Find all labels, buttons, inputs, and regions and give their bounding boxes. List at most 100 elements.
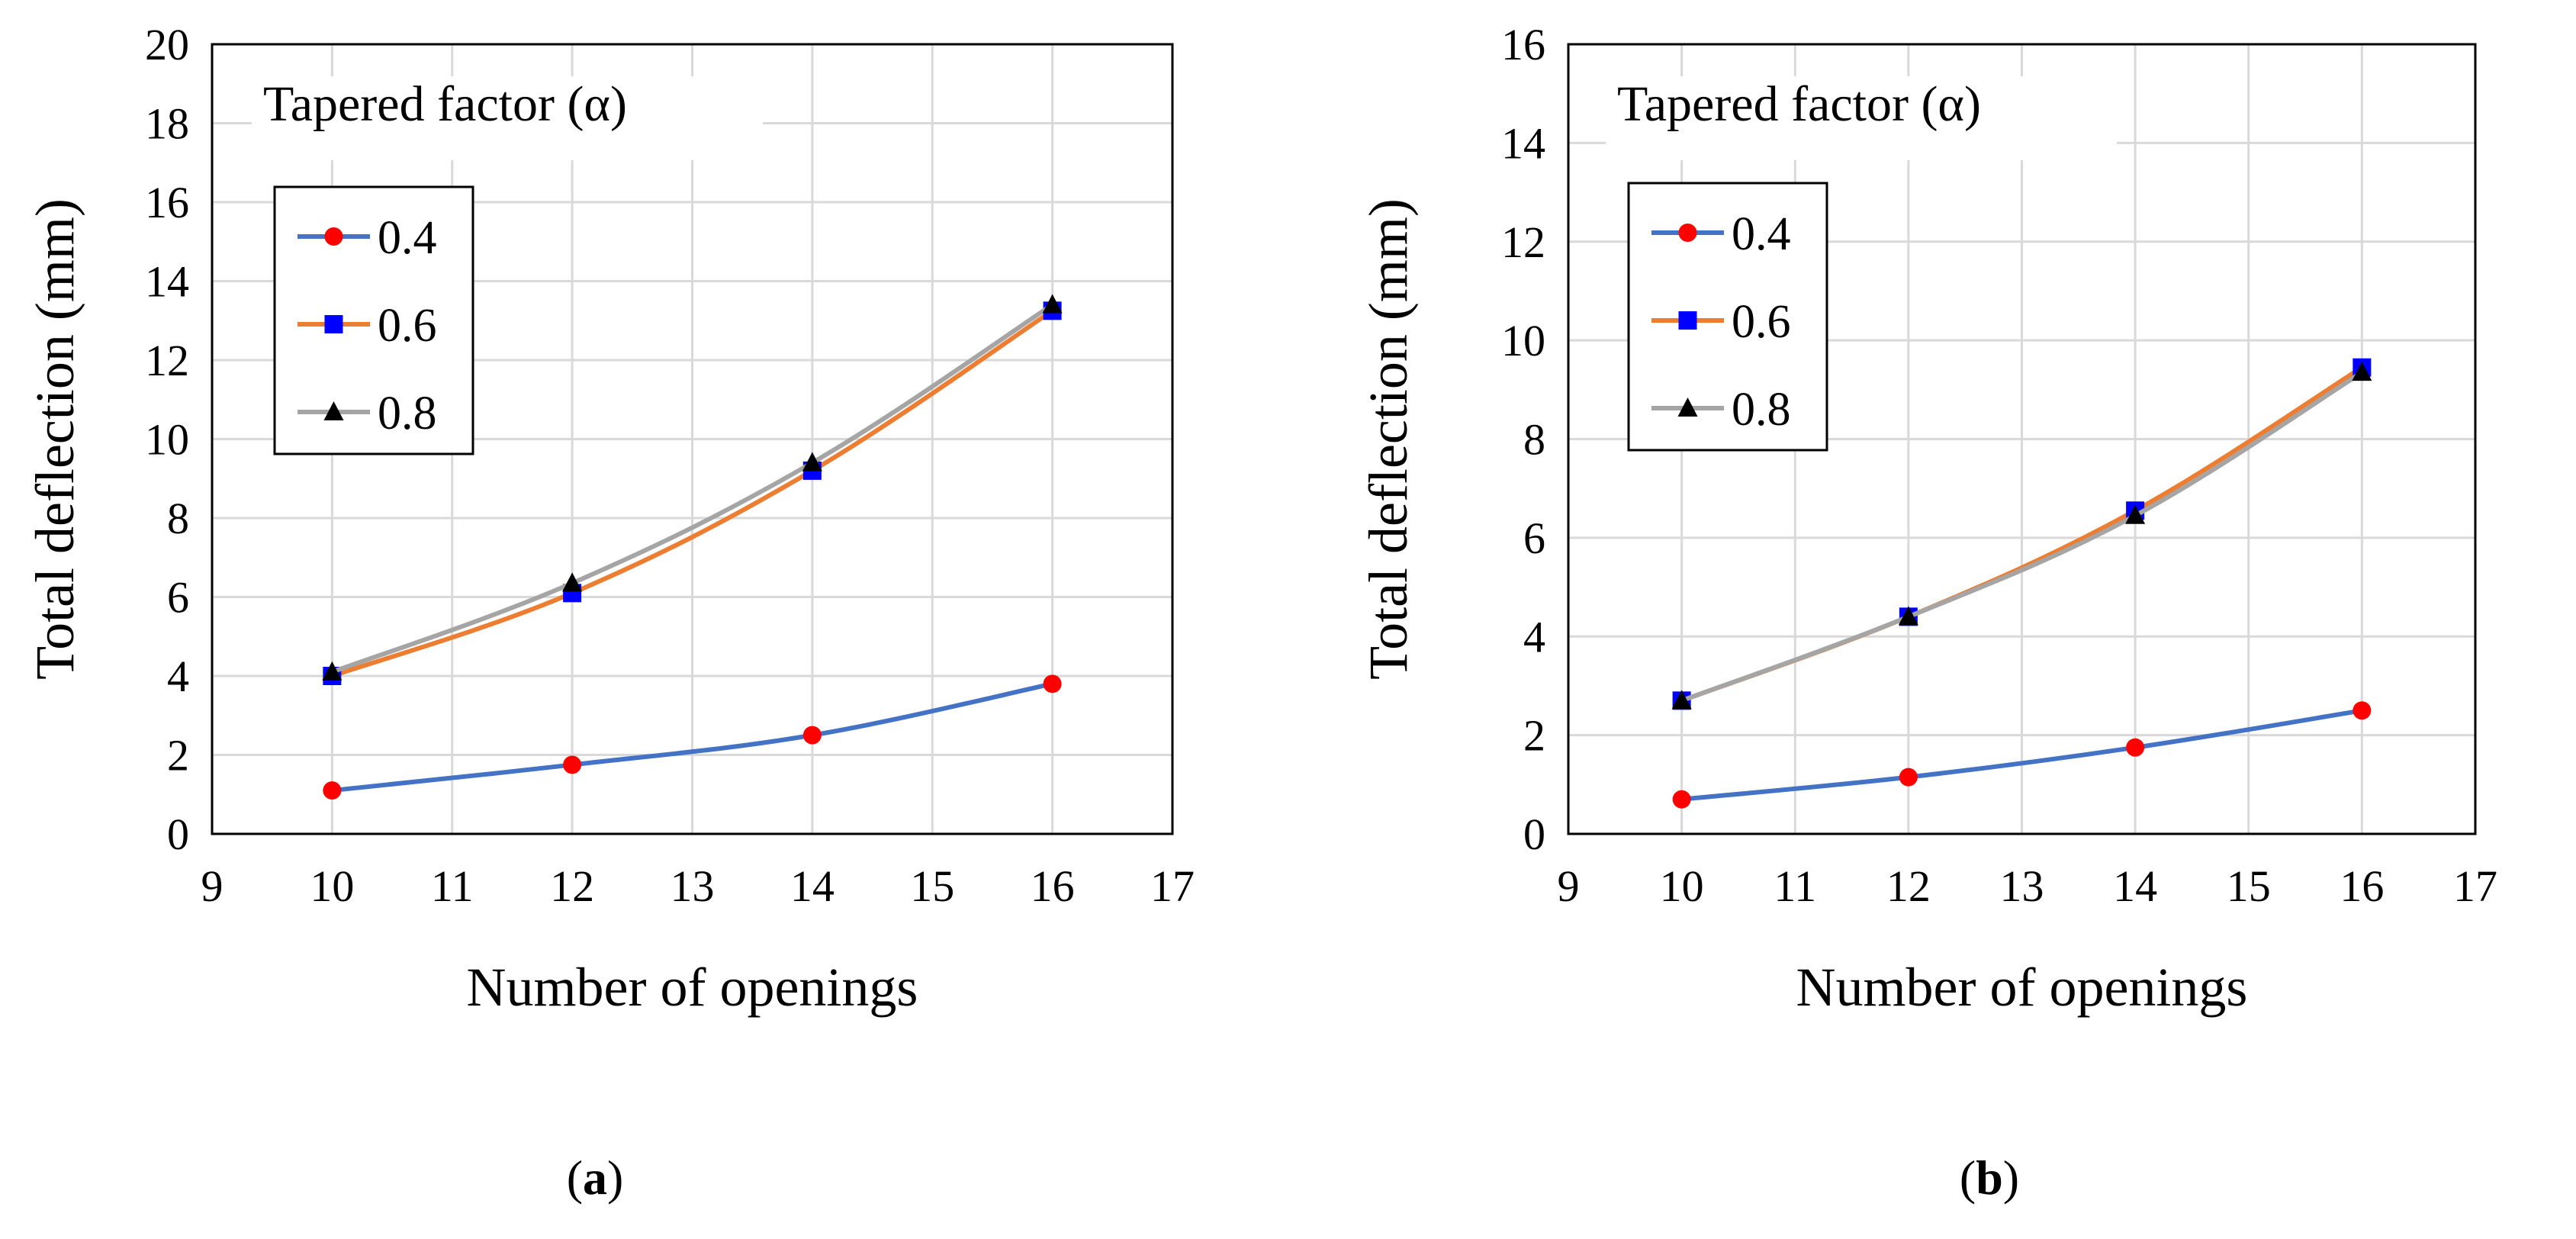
x-tick-label: 16 xyxy=(1031,861,1075,911)
y-tick-label: 8 xyxy=(1523,415,1545,465)
legend-label: 0.6 xyxy=(1732,296,1791,348)
y-tick-label: 14 xyxy=(1501,118,1545,168)
y-axis-title: Total deflection (mm) xyxy=(1358,198,1419,680)
series-line xyxy=(1679,370,2365,703)
panel-caption: (a) xyxy=(567,1150,624,1205)
y-tick-label: 18 xyxy=(145,99,189,149)
series-0.4 xyxy=(1672,701,2372,809)
data-point-circle xyxy=(2352,701,2372,720)
x-tick-label: 9 xyxy=(201,861,224,911)
legend-marker-circle xyxy=(1678,224,1697,242)
data-point-circle xyxy=(2126,738,2145,757)
legend-label: 0.4 xyxy=(1732,208,1791,260)
legend-label: 0.6 xyxy=(378,300,437,352)
x-tick-label: 11 xyxy=(1774,861,1816,911)
x-tick-label: 12 xyxy=(550,861,594,911)
caption-open-paren: ( xyxy=(567,1150,583,1205)
y-tick-label: 10 xyxy=(1501,316,1545,365)
legend-marker-triangle xyxy=(323,401,344,420)
plot-frame xyxy=(211,43,1174,835)
legend-label: 0.8 xyxy=(378,388,437,439)
plot-frame xyxy=(1567,43,2477,835)
y-tick-label: 6 xyxy=(167,573,189,623)
y-tick-label: 4 xyxy=(167,652,189,701)
data-point-circle xyxy=(1672,790,1691,809)
series-line xyxy=(330,302,1055,674)
legend-title-background xyxy=(252,76,763,160)
legend-marker-square xyxy=(1678,311,1697,330)
x-tick-label: 17 xyxy=(2453,861,2497,911)
legend: 0.4 0.6 0.8 xyxy=(273,185,474,455)
series-0.4 xyxy=(323,674,1062,800)
caption-open-paren: ( xyxy=(1960,1150,1976,1205)
y-tick-label: 6 xyxy=(1523,513,1545,563)
x-tick-label: 15 xyxy=(910,861,954,911)
data-point-circle xyxy=(802,726,822,745)
y-tick-label: 16 xyxy=(1501,20,1545,69)
data-point-triangle xyxy=(802,452,822,471)
legend-title: Tapered factor (α) xyxy=(263,76,627,132)
y-tick-label: 14 xyxy=(145,257,189,307)
y-tick-label: 0 xyxy=(167,809,189,859)
caption-close-paren: ) xyxy=(2003,1150,2019,1205)
gridlines xyxy=(211,43,1174,835)
data-point-triangle xyxy=(2125,504,2146,524)
chart-panel-b: 9 10 11 12 13 14 15 16 17 0 2 4 6 8 10 12 14 16 Number of … xyxy=(1358,20,2497,1205)
caption-letter: a xyxy=(583,1150,607,1205)
chart-panel-a: 9 10 11 12 13 14 15 16 17 0 2 4 6 8 10 12 14 16 18 20 Number… xyxy=(24,20,1195,1205)
data-point-triangle xyxy=(562,572,583,592)
data-point-triangle xyxy=(322,661,343,681)
data-point-circle xyxy=(563,755,582,774)
data-point-triangle xyxy=(2352,362,2372,381)
legend-label: 0.8 xyxy=(1732,384,1791,436)
series-0.8 xyxy=(322,294,1063,681)
x-axis-title: Number of openings xyxy=(467,957,918,1018)
x-tick-label: 9 xyxy=(1558,861,1580,911)
data-point-circle xyxy=(323,781,342,800)
caption-letter: b xyxy=(1976,1150,2003,1205)
x-tick-label: 13 xyxy=(2000,861,2044,911)
legend-box xyxy=(273,185,474,455)
data-point-circle xyxy=(1043,674,1062,694)
y-tick-label: 8 xyxy=(167,494,189,543)
panel-caption: (b) xyxy=(1960,1150,2019,1205)
y-axis-title: Total deflection (mm) xyxy=(24,198,85,680)
x-tick-label: 17 xyxy=(1150,861,1195,911)
data-point-circle xyxy=(1899,768,1918,787)
legend-marker-triangle xyxy=(1677,397,1698,417)
legend-marker-square xyxy=(324,315,343,333)
x-tick-label: 12 xyxy=(1886,861,1931,911)
legend-title-background xyxy=(1606,76,2117,160)
y-tick-label: 12 xyxy=(1501,217,1545,267)
series-line xyxy=(330,308,1055,678)
x-axis-title: Number of openings xyxy=(1796,957,2248,1018)
x-tick-label: 10 xyxy=(1660,861,1704,911)
data-point-triangle xyxy=(1671,690,1692,710)
y-tick-label: 12 xyxy=(145,336,189,385)
series-0.8 xyxy=(1671,362,2372,710)
y-tick-label: 4 xyxy=(1523,612,1545,661)
data-point-triangle xyxy=(1898,606,1918,626)
x-tick-label: 11 xyxy=(431,861,474,911)
x-tick-label: 13 xyxy=(671,861,715,911)
x-tick-label: 14 xyxy=(790,861,835,911)
x-tick-label: 14 xyxy=(2113,861,2157,911)
y-tick-label: 0 xyxy=(1523,809,1545,859)
y-tick-label: 20 xyxy=(145,20,189,69)
x-tick-label: 15 xyxy=(2227,861,2271,911)
legend-box xyxy=(1627,182,1828,452)
legend: 0.4 0.6 0.8 xyxy=(1627,182,1828,452)
legend-title: Tapered factor (α) xyxy=(1617,76,1981,132)
y-tick-label: 10 xyxy=(145,415,189,465)
caption-close-paren: ) xyxy=(607,1150,623,1205)
y-tick-label: 16 xyxy=(145,178,189,227)
y-tick-label: 2 xyxy=(167,731,189,780)
data-point-triangle xyxy=(1042,294,1063,314)
series-line xyxy=(1679,708,2365,802)
series-line xyxy=(330,681,1055,793)
x-tick-label: 16 xyxy=(2340,861,2384,911)
legend-marker-circle xyxy=(324,227,343,246)
x-tick-label: 10 xyxy=(310,861,354,911)
legend-label: 0.4 xyxy=(378,212,437,264)
